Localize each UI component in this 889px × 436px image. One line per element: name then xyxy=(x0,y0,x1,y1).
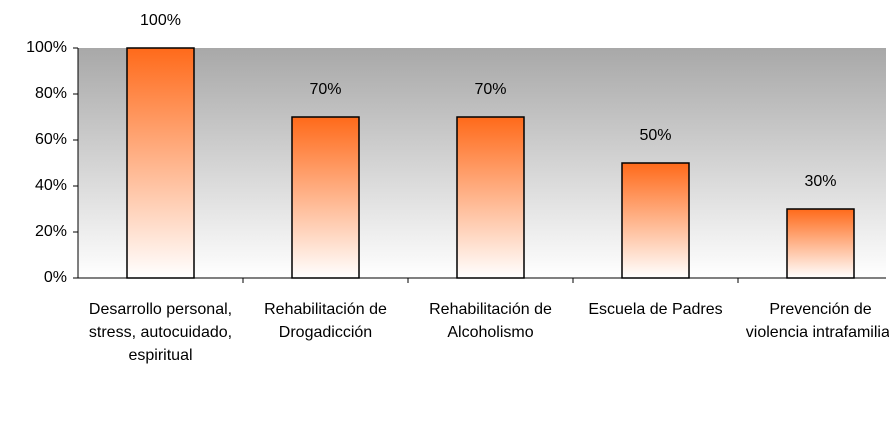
y-tick-label: 0% xyxy=(44,269,67,286)
y-tick-label: 40% xyxy=(35,177,67,194)
bar xyxy=(621,162,690,279)
x-tick-label-box: Escuela de Padres xyxy=(588,301,723,318)
bar xyxy=(291,116,360,279)
bar xyxy=(456,116,525,279)
data-label: 70% xyxy=(474,81,506,98)
y-tick-label: 60% xyxy=(35,131,67,148)
data-label: 50% xyxy=(639,127,671,144)
x-tick-label-box: Rehabilitación de Drogadicción xyxy=(264,301,387,341)
x-tick-label-box: Desarrollo personal, stress, autocuidado… xyxy=(88,301,233,364)
x-tick-label-box: Prevención de violencia intrafamiliar xyxy=(745,301,889,341)
x-tick-label: Rehabilitación de Drogadicción xyxy=(264,301,387,341)
x-tick-label-box: Rehabilitación de Alcoholismo xyxy=(429,301,552,341)
bar xyxy=(786,208,855,279)
data-label: 100% xyxy=(140,12,181,29)
data-label: 30% xyxy=(804,173,836,190)
y-tick-label: 80% xyxy=(35,85,67,102)
y-tick-label: 20% xyxy=(35,223,67,240)
y-tick-label: 100% xyxy=(26,39,67,56)
x-tick-label: Prevención de violencia intrafamiliar xyxy=(745,301,889,341)
x-tick-label: Desarrollo personal, stress, autocuidado… xyxy=(88,301,233,364)
bar xyxy=(126,47,195,279)
x-tick-label: Rehabilitación de Alcoholismo xyxy=(429,301,552,341)
x-tick-label: Escuela de Padres xyxy=(588,301,723,318)
data-label: 70% xyxy=(309,81,341,98)
